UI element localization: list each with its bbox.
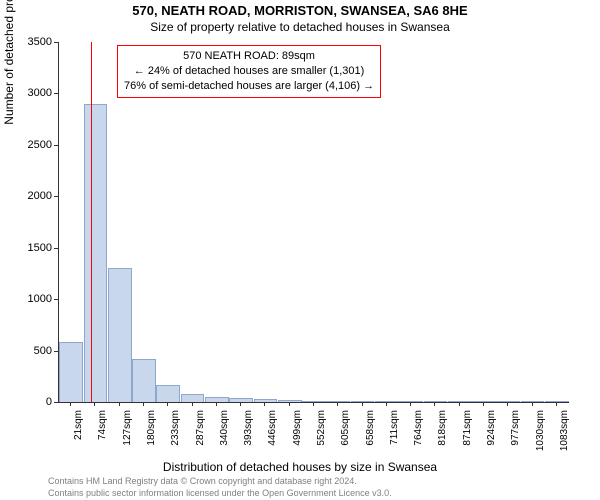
x-tick-label: 711sqm [389, 410, 400, 465]
histogram-bar [108, 268, 132, 402]
x-tick [483, 402, 484, 406]
reference-line [91, 42, 92, 402]
x-tick-label: 605sqm [340, 410, 351, 465]
x-tick-label: 287sqm [195, 410, 206, 465]
x-tick-label: 233sqm [170, 410, 181, 465]
histogram-bar [132, 359, 156, 402]
x-tick-label: 871sqm [462, 410, 473, 465]
x-tick-label: 499sqm [292, 410, 303, 465]
x-tick [532, 402, 533, 406]
x-tick-label: 552sqm [316, 410, 327, 465]
y-tick-label: 3500 [12, 36, 52, 48]
y-tick-label: 1000 [12, 293, 52, 305]
x-tick [143, 402, 144, 406]
x-tick [289, 402, 290, 406]
x-tick [240, 402, 241, 406]
x-tick-label: 1083sqm [559, 410, 570, 465]
histogram-bar [84, 104, 108, 402]
histogram-bar [375, 401, 399, 402]
chart-container: 570, NEATH ROAD, MORRISTON, SWANSEA, SA6… [0, 0, 600, 500]
x-tick [434, 402, 435, 406]
histogram-bar [59, 342, 83, 402]
y-tick-label: 500 [12, 345, 52, 357]
y-tick-label: 2000 [12, 190, 52, 202]
histogram-bar [205, 397, 229, 402]
x-tick-label: 393sqm [243, 410, 254, 465]
y-tick-label: 3000 [12, 87, 52, 99]
callout-line-1: 570 NEATH ROAD: 89sqm [124, 49, 374, 64]
x-tick [167, 402, 168, 406]
x-tick [70, 402, 71, 406]
x-tick-label: 446sqm [267, 410, 278, 465]
histogram-bar [181, 394, 205, 402]
x-tick [337, 402, 338, 406]
x-tick [119, 402, 120, 406]
x-tick [94, 402, 95, 406]
x-tick-label: 764sqm [413, 410, 424, 465]
callout-box: 570 NEATH ROAD: 89sqm ← 24% of detached … [117, 45, 381, 98]
footer-line-2: Contains public sector information licen… [48, 488, 600, 498]
histogram-bar [156, 385, 180, 402]
footer-line-1: Contains HM Land Registry data © Crown c… [48, 476, 600, 486]
x-tick [410, 402, 411, 406]
x-tick [192, 402, 193, 406]
callout-line-3: 76% of semi-detached houses are larger (… [124, 79, 374, 94]
histogram-bar [545, 401, 569, 402]
x-tick [264, 402, 265, 406]
x-tick-label: 1030sqm [535, 410, 546, 465]
x-tick [313, 402, 314, 406]
x-axis-label: Distribution of detached houses by size … [0, 460, 600, 474]
x-tick-label: 658sqm [365, 410, 376, 465]
x-tick [216, 402, 217, 406]
plot-area: 570 NEATH ROAD: 89sqm ← 24% of detached … [58, 42, 569, 403]
chart-title: 570, NEATH ROAD, MORRISTON, SWANSEA, SA6… [0, 3, 600, 18]
callout-line-2: ← 24% of detached houses are smaller (1,… [124, 64, 374, 79]
x-tick [556, 402, 557, 406]
y-axis-label: Number of detached properties [2, 0, 16, 222]
y-tick-label: 1500 [12, 242, 52, 254]
histogram-bar [448, 401, 472, 402]
x-tick [507, 402, 508, 406]
y-tick-label: 2500 [12, 139, 52, 151]
x-tick-label: 818sqm [437, 410, 448, 465]
y-tick-label: 0 [12, 396, 52, 408]
x-tick [459, 402, 460, 406]
x-tick-label: 340sqm [219, 410, 230, 465]
x-tick-label: 127sqm [122, 410, 133, 465]
x-tick-label: 924sqm [486, 410, 497, 465]
x-tick-label: 21sqm [73, 410, 84, 465]
x-tick [386, 402, 387, 406]
chart-subtitle: Size of property relative to detached ho… [0, 20, 600, 34]
x-tick-label: 977sqm [510, 410, 521, 465]
histogram-bar [278, 400, 302, 402]
x-tick-label: 74sqm [97, 410, 108, 465]
x-tick [362, 402, 363, 406]
x-tick-label: 180sqm [146, 410, 157, 465]
